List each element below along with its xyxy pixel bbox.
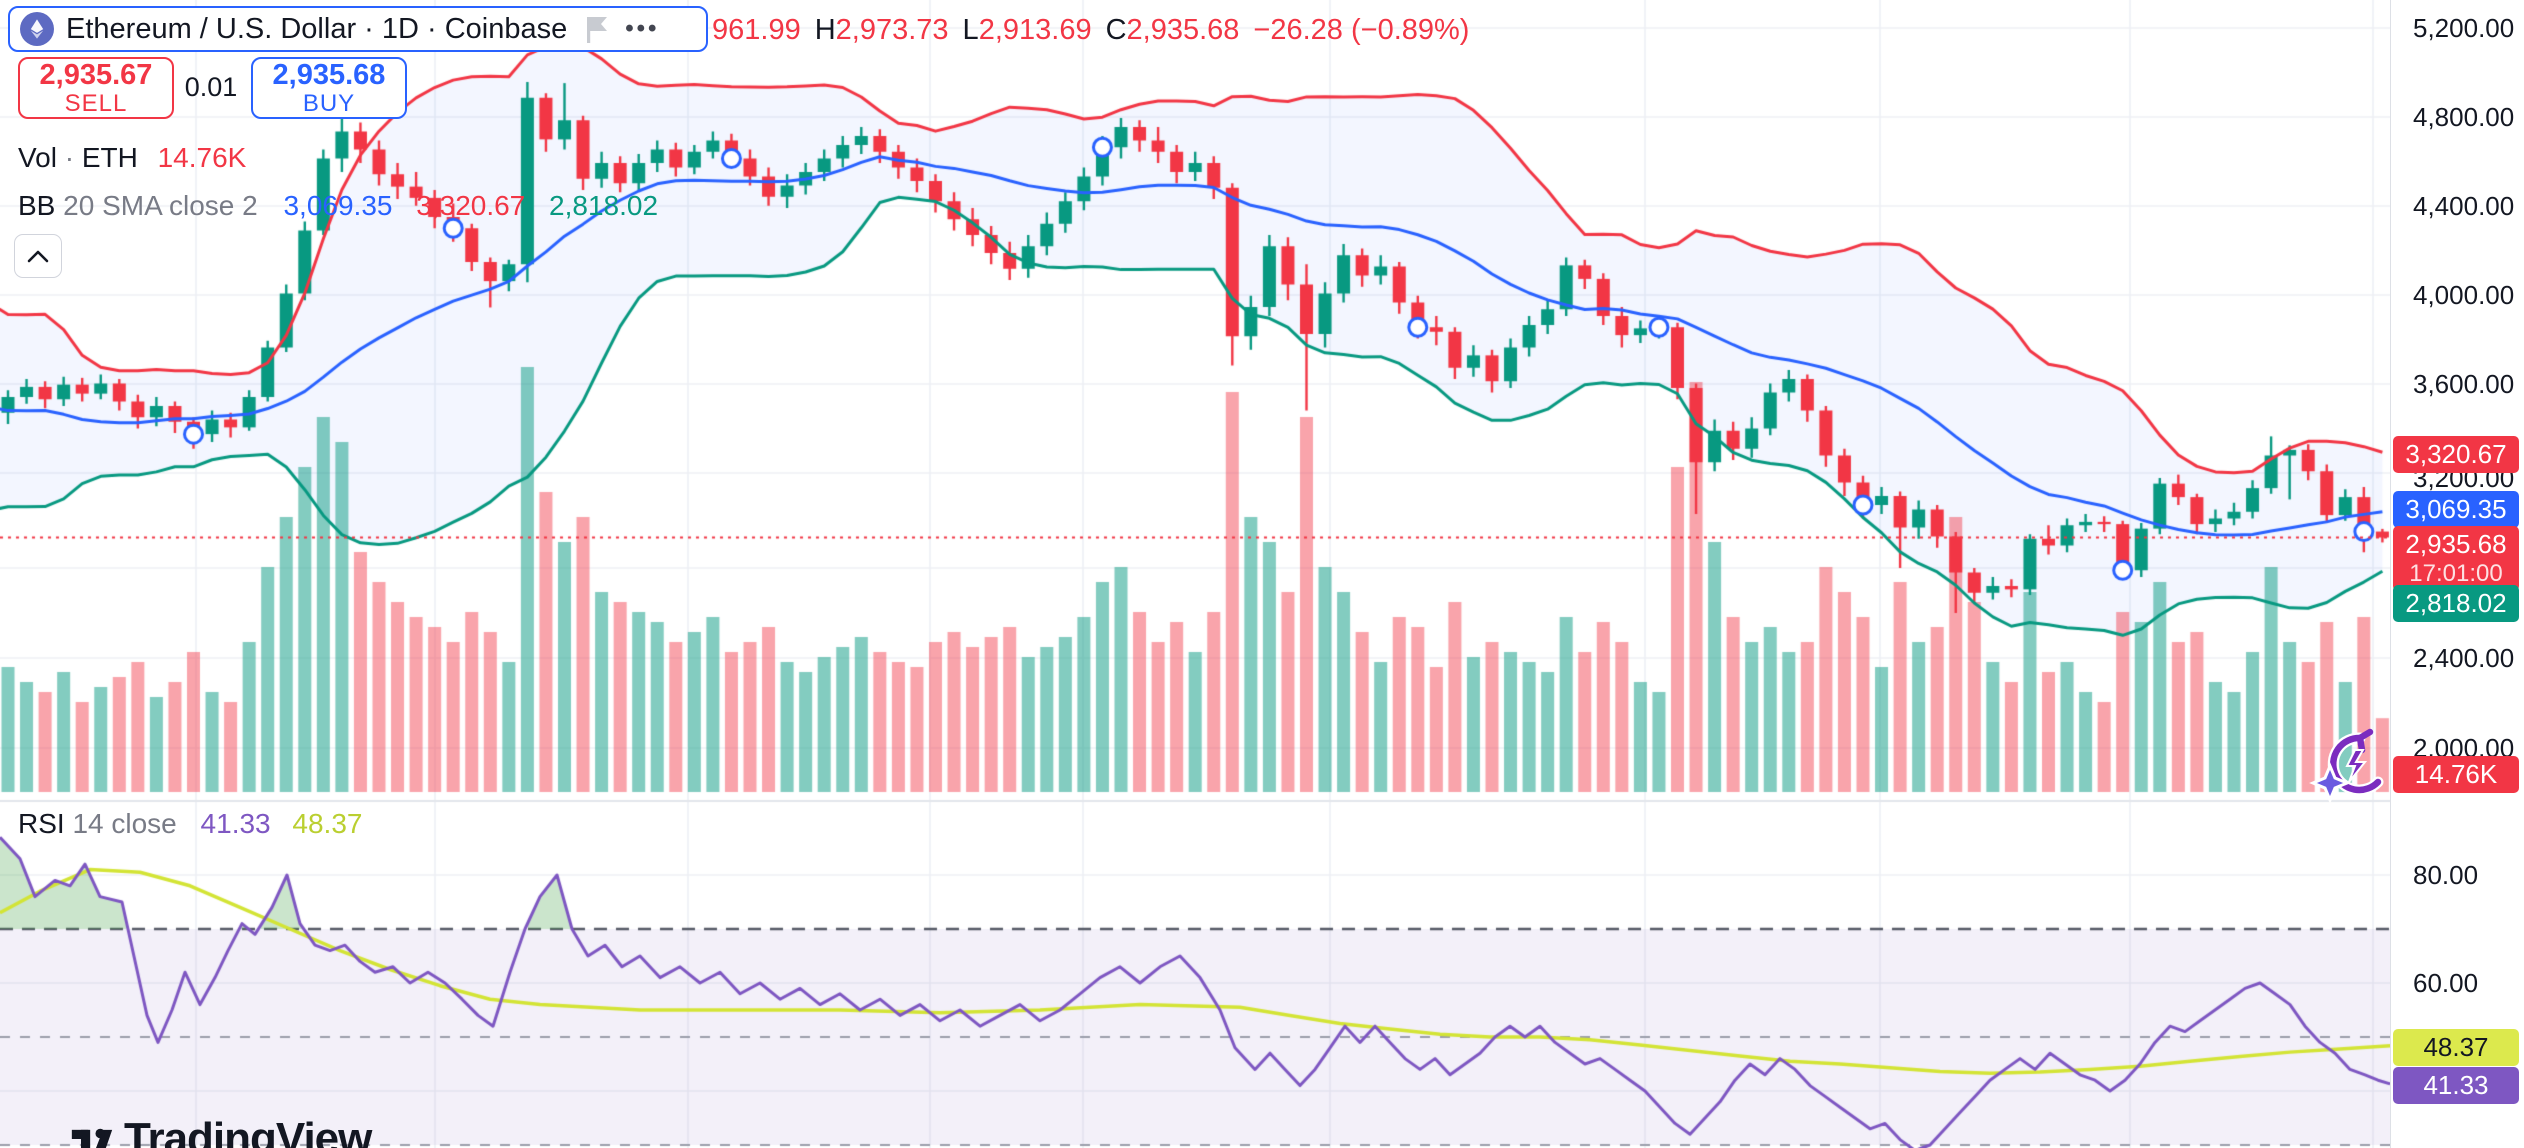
collapse-indicators-button[interactable] (14, 234, 62, 278)
sell-price: 2,935.67 (39, 59, 153, 92)
rsi-value: 41.33 (200, 808, 271, 839)
low-label: L (962, 14, 979, 46)
low-value: 2,913.69 (978, 14, 1092, 46)
price-axis-label: 3,600.00 (2413, 369, 2515, 399)
rsi-axis-label: 60.00 (2413, 968, 2479, 998)
price-axis-label: 5,200.00 (2413, 13, 2515, 43)
tradingview-watermark[interactable]: TradingView (70, 1114, 372, 1148)
price-axis-badge: 2,818.02 (2393, 585, 2519, 622)
price-axis-badge: 3,320.67 (2393, 436, 2519, 473)
open-value: 961.99 (712, 14, 801, 46)
ethereum-logo-icon (20, 12, 54, 46)
ai-sparkle-icon[interactable] (2308, 724, 2392, 813)
price-axis-badge: 3,069.35 (2393, 491, 2519, 528)
price-axis-badge: 2,935.68 17:01:00 (2393, 526, 2519, 591)
ohlc-readout: 961.99 H2,973.73 L2,913.69 C2,935.68 −26.28 … (712, 14, 1469, 47)
bb-params: 20 SMA close 2 (63, 190, 258, 221)
bb-lower-value: 2,818.02 (549, 190, 659, 221)
symbol-title: Ethereum / U.S. Dollar · 1D · Coinbase (66, 12, 568, 45)
volume-dot: · (64, 142, 75, 173)
watermark-text: TradingView (124, 1114, 372, 1148)
price-axis[interactable]: 5,200.00 4,800.00 4,400.00 4,000.00 3,600.00… (2390, 0, 2524, 1148)
close-label: C (1105, 14, 1127, 46)
price-axis-label: 4,000.00 (2413, 280, 2515, 310)
volume-value: 14.76K (157, 142, 247, 173)
price-axis-label: 4,800.00 (2413, 102, 2515, 132)
rsi-ma-value: 48.37 (292, 808, 363, 839)
buy-label: BUY (302, 89, 356, 117)
price-axis-label: 4,400.00 (2413, 191, 2515, 221)
bb-legend: BB 20 SMA close 2 3,069.35 3,320.67 2,81… (18, 190, 658, 222)
flag-icon[interactable] (585, 15, 609, 43)
change-value: −26.28 (−0.89%) (1253, 14, 1470, 46)
sell-label: SELL (64, 89, 128, 117)
high-value: 2,973.73 (835, 14, 949, 46)
rsi-params: 14 close (72, 808, 177, 839)
chevron-up-icon (27, 250, 49, 263)
symbol-search-box[interactable]: Ethereum / U.S. Dollar · 1D · Coinbase •… (8, 6, 708, 52)
rsi-legend: RSI 14 close 41.33 48.37 (18, 808, 362, 840)
price-axis-label: 2,400.00 (2413, 643, 2515, 673)
rsi-axis-badge: 48.37 (2393, 1029, 2519, 1066)
rsi-axis-badge: 41.33 (2393, 1067, 2519, 1104)
close-value: 2,935.68 (1126, 14, 1240, 46)
bb-basis-value: 3,069.35 (283, 190, 393, 221)
high-label: H (814, 14, 836, 46)
volume-asset: ETH (81, 142, 138, 173)
price-axis-badge: 14.76K (2393, 756, 2519, 793)
buy-button[interactable]: 2,935.68 BUY (251, 57, 407, 119)
buy-price: 2,935.68 (272, 59, 386, 92)
bb-upper-value: 3,320.67 (416, 190, 526, 221)
bb-name: BB (18, 190, 56, 221)
volume-legend: Vol · ETH 14.76K (18, 142, 246, 174)
rsi-name: RSI (18, 808, 65, 839)
tradingview-logo-icon (71, 1128, 113, 1148)
rsi-axis-label: 80.00 (2413, 860, 2479, 890)
sell-button[interactable]: 2,935.67 SELL (18, 57, 174, 119)
volume-name: Vol (18, 142, 57, 173)
spread-value: 0.01 (184, 72, 238, 102)
more-options-icon[interactable]: ••• (625, 15, 660, 42)
